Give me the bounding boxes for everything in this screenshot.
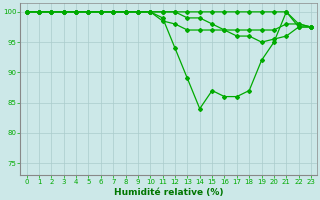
X-axis label: Humidité relative (%): Humidité relative (%) xyxy=(114,188,224,197)
